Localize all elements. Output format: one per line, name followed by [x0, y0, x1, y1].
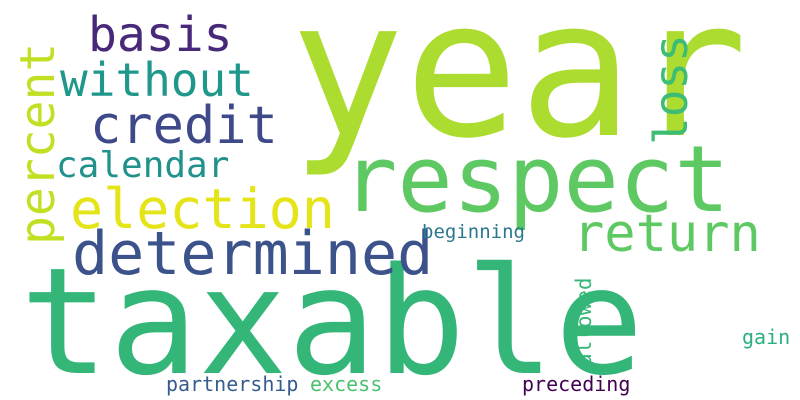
word-percent: percent: [10, 42, 66, 245]
word-excess: excess: [310, 372, 383, 396]
word-election: election: [70, 177, 335, 241]
word-calendar: calendar: [56, 145, 230, 186]
word-loss: loss: [644, 34, 698, 145]
word-year: year: [290, 0, 748, 180]
word-without: without: [60, 53, 254, 107]
word-preceding: preceding: [522, 372, 631, 396]
word-partnership: partnership: [166, 372, 299, 396]
word-credit: credit: [90, 96, 278, 156]
word-basis: basis: [88, 7, 233, 63]
word-respect: respect: [342, 126, 730, 233]
word-gain: gain: [742, 325, 791, 349]
word-allowed: allowed: [572, 277, 596, 366]
word-determined: determined: [72, 219, 434, 289]
word-return: return: [573, 204, 761, 264]
word-taxable: taxable: [20, 236, 644, 400]
word-beginning: beginning: [422, 221, 525, 243]
